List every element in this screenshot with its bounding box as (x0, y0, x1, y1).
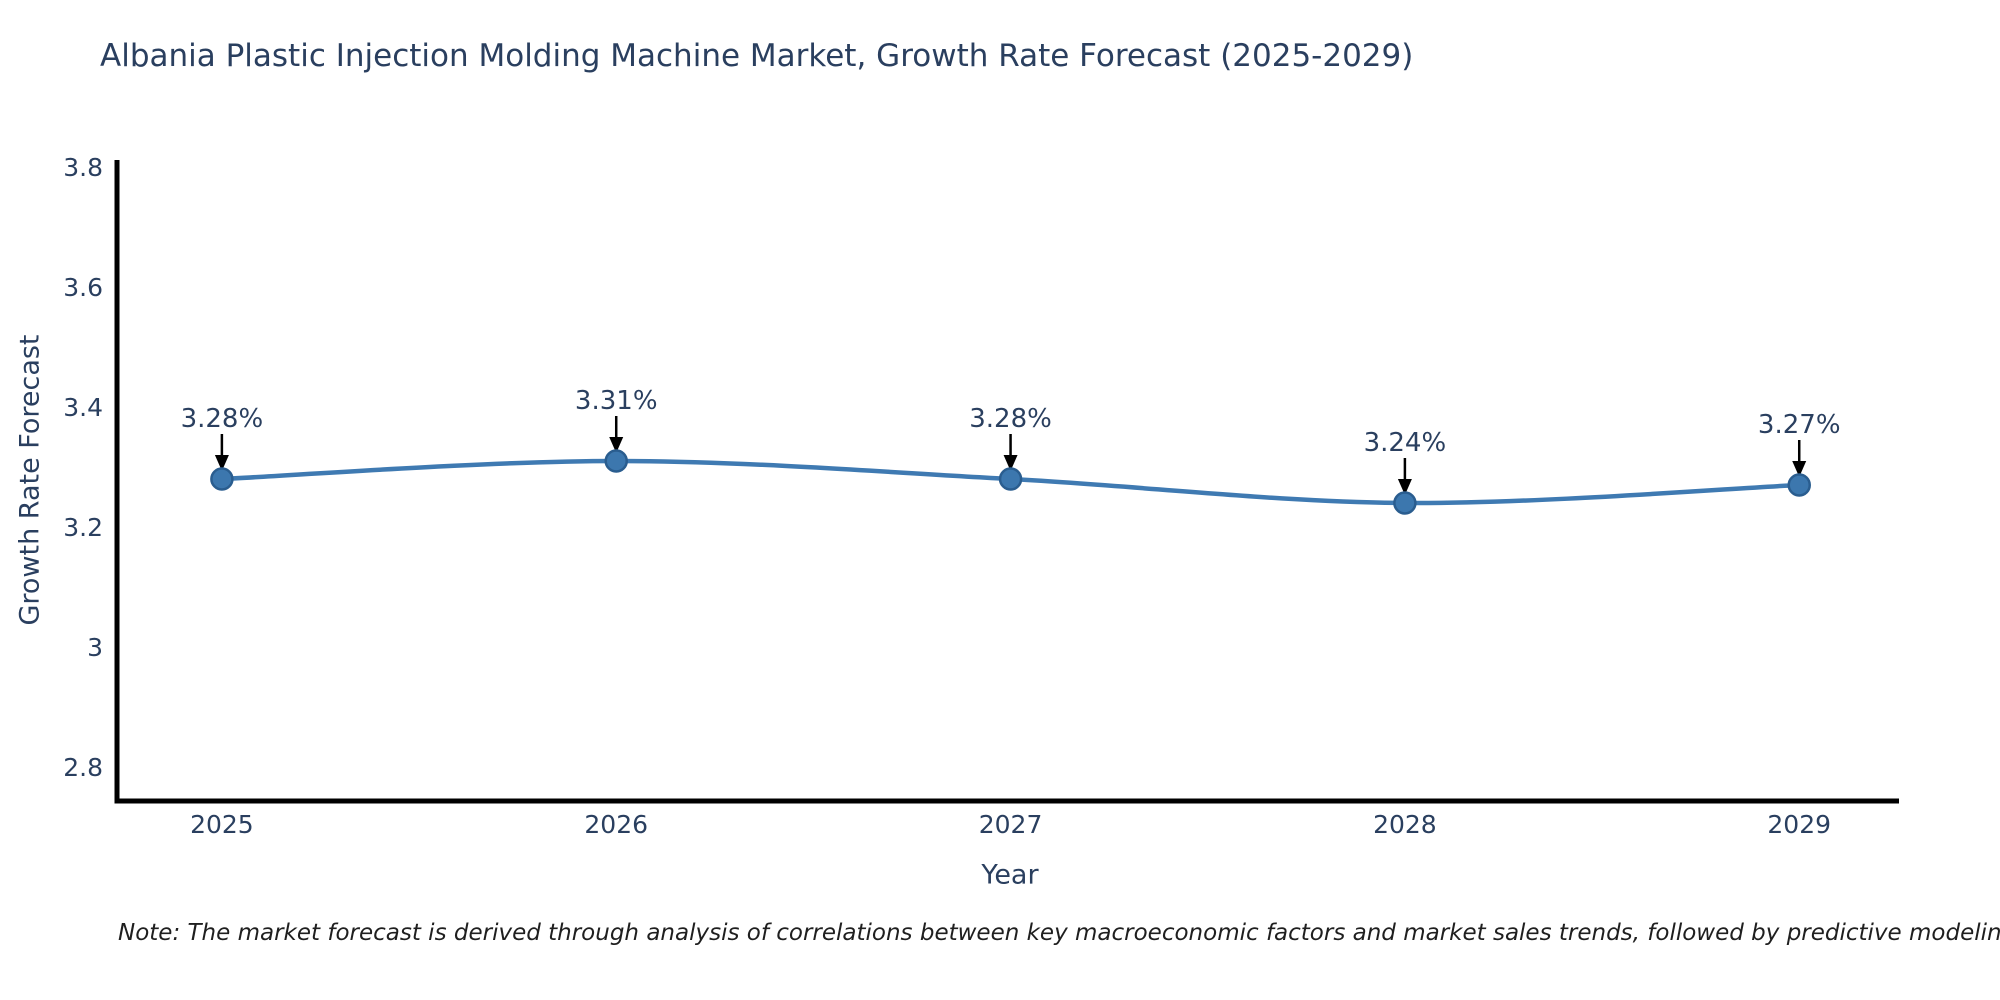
annotation-arrowhead (1397, 478, 1412, 495)
y-tick-label: 3 (87, 633, 103, 662)
data-point-marker (1393, 491, 1417, 515)
data-point-marker (998, 467, 1023, 491)
x-tick-label: 2027 (979, 810, 1043, 839)
x-tick-label: 2028 (1373, 810, 1437, 839)
annotation-arrowhead (1003, 455, 1018, 472)
annotation-arrowhead (214, 455, 229, 472)
y-tick-label: 3.2 (63, 513, 103, 542)
chart-title: Albania Plastic Injection Molding Machin… (100, 38, 1414, 74)
x-tick-label: 2029 (1767, 810, 1831, 839)
data-point-label: 3.24% (1364, 428, 1447, 458)
data-point-label: 3.31% (575, 386, 658, 416)
data-point-marker (210, 467, 234, 491)
y-tick-label: 3.8 (63, 153, 103, 182)
x-axis-title: Year (981, 859, 1039, 891)
data-point-marker (604, 449, 628, 473)
y-tick-label: 3.6 (63, 273, 103, 302)
x-tick-label: 2026 (584, 810, 648, 839)
data-point-label: 3.28% (969, 404, 1052, 434)
y-tick-label: 3.4 (63, 393, 103, 422)
x-tick-label: 2025 (190, 810, 254, 839)
footnote: Note: The market forecast is derived thr… (118, 920, 2000, 946)
data-point-marker (1787, 473, 1811, 497)
y-tick-label: 2.8 (63, 753, 103, 782)
annotation-arrowhead (1792, 460, 1807, 477)
data-point-label: 3.28% (181, 404, 264, 434)
annotation-arrowhead (609, 437, 624, 454)
data-point-label: 3.27% (1758, 410, 1841, 440)
